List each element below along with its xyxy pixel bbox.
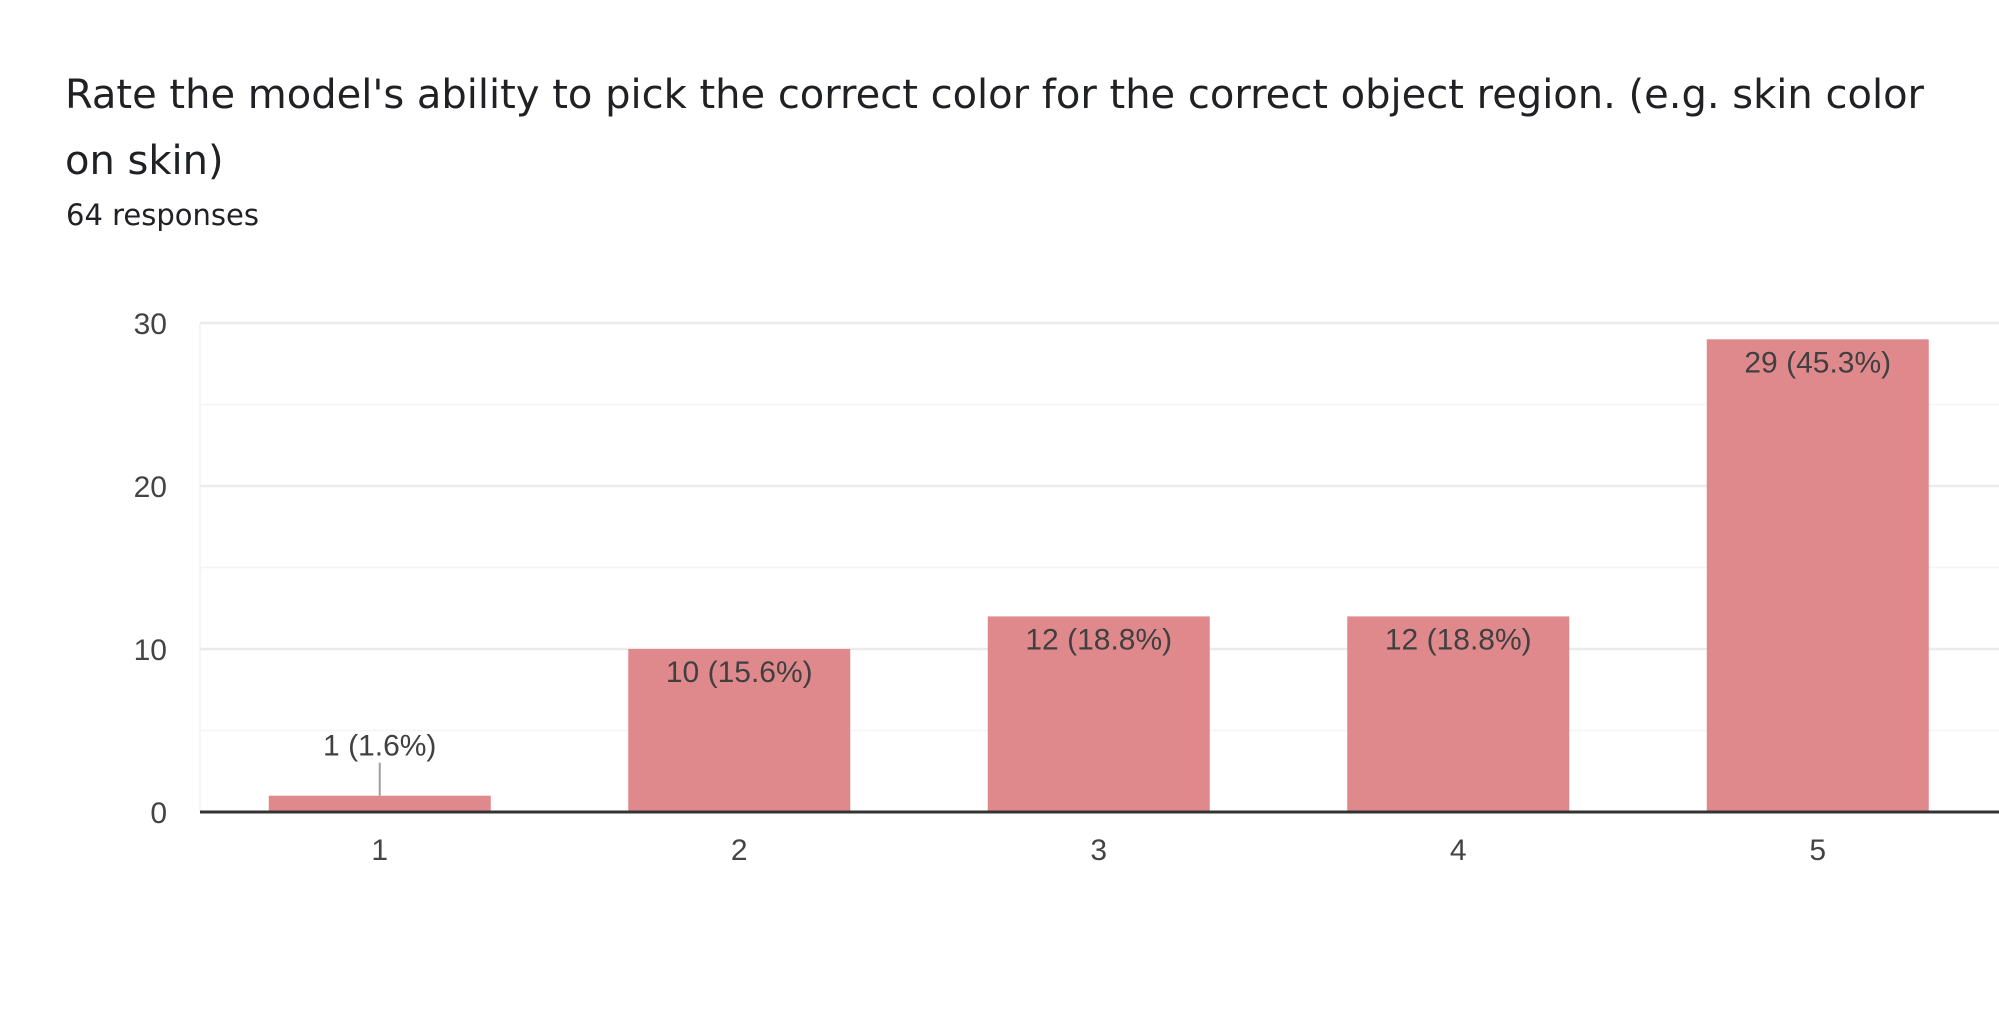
bar: [987, 616, 1210, 812]
response-count: 64 responses: [66, 198, 259, 232]
y-tick-label: 10: [134, 634, 167, 667]
data-label: 12 (18.8%): [1025, 623, 1172, 656]
x-tick-label: 5: [1809, 834, 1826, 867]
bars: [268, 339, 1929, 812]
y-axis-ticks: 0 10 20 30: [134, 308, 167, 830]
y-tick-label: 0: [150, 797, 167, 830]
bar: [1347, 616, 1570, 812]
data-label: 1 (1.6%): [323, 730, 436, 763]
data-label: 10 (15.6%): [666, 656, 813, 689]
data-label: 29 (45.3%): [1744, 346, 1891, 379]
question-title: Rate the model's ability to pick the cor…: [65, 72, 1924, 184]
x-tick-label: 3: [1090, 834, 1107, 867]
x-axis-ticks: 1 2 3 4 5: [371, 834, 1826, 867]
data-labels: 1 (1.6%) 10 (15.6%) 12 (18.8%) 12 (18.8%) 29…: [323, 346, 1891, 796]
x-tick-label: 1: [371, 834, 388, 867]
bar: [268, 795, 491, 812]
bar: [628, 649, 851, 812]
x-tick-label: 2: [731, 834, 748, 867]
y-tick-label: 20: [134, 471, 167, 504]
y-tick-label: 30: [134, 308, 167, 341]
data-label: 12 (18.8%): [1385, 623, 1532, 656]
x-tick-label: 4: [1450, 834, 1467, 867]
bar: [1706, 339, 1929, 812]
